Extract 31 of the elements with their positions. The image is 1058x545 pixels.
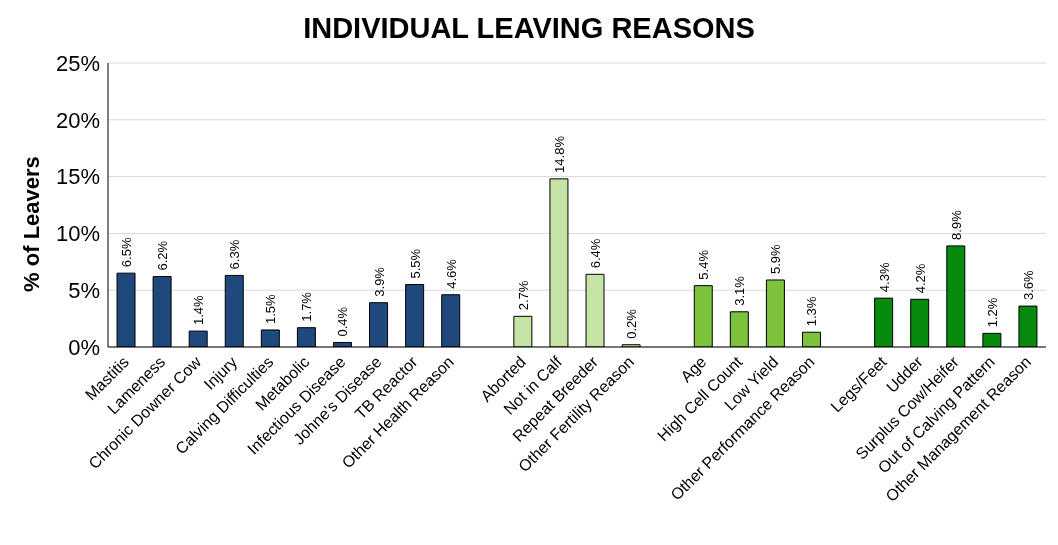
- data-label: 4.2%: [912, 263, 928, 294]
- data-label: 1.7%: [299, 291, 315, 322]
- y-tick-label: 20%: [55, 107, 100, 133]
- data-label: 4.6%: [443, 258, 459, 289]
- data-label: 6.2%: [155, 240, 171, 271]
- data-label: 6.4%: [588, 238, 604, 269]
- data-label: 0.4%: [335, 306, 351, 337]
- y-axis-title: % of Leavers: [19, 155, 45, 294]
- data-label: 3.9%: [371, 266, 387, 297]
- data-label: 3.1%: [732, 275, 748, 306]
- y-tick-label: 25%: [55, 50, 100, 76]
- data-label: 1.5%: [263, 293, 279, 324]
- data-label: 5.5%: [407, 248, 423, 279]
- data-label: 1.3%: [804, 296, 820, 327]
- y-tick-label: 5%: [68, 278, 100, 304]
- data-label: 2.7%: [515, 280, 531, 311]
- data-label: 4.3%: [876, 262, 892, 293]
- y-tick-label: 10%: [55, 221, 100, 247]
- data-label: 6.5%: [119, 237, 135, 268]
- data-label: 5.9%: [768, 243, 784, 274]
- chart-title: INDIVIDUAL LEAVING REASONS: [302, 12, 756, 45]
- data-label: 8.9%: [948, 209, 964, 240]
- y-tick-label: 15%: [55, 164, 100, 190]
- data-label: 6.3%: [227, 239, 243, 270]
- data-label: 14.8%: [551, 135, 567, 173]
- y-tick-label: 0%: [68, 334, 100, 360]
- data-label: 3.6%: [1020, 270, 1036, 301]
- data-label: 1.4%: [191, 295, 207, 326]
- data-label: 5.4%: [696, 249, 712, 280]
- data-label: 1.2%: [984, 297, 1000, 328]
- data-label: 0.2%: [624, 308, 640, 339]
